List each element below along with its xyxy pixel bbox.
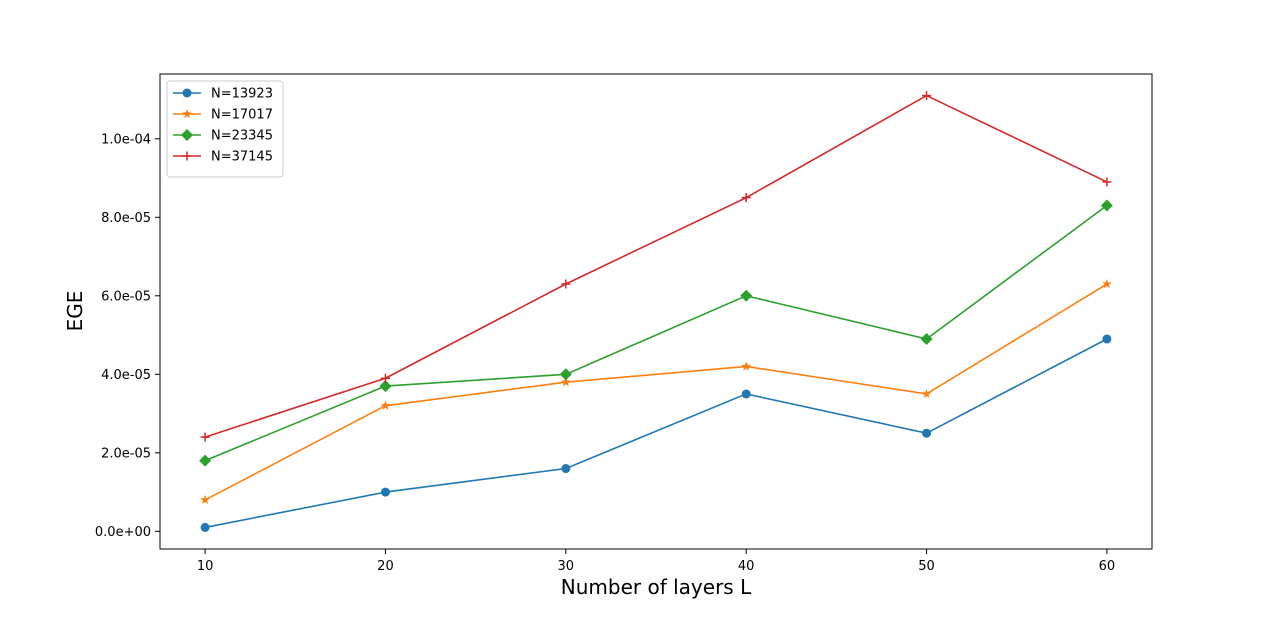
data-point	[200, 432, 210, 442]
legend-label: N=17017	[211, 108, 273, 123]
series-N=37145	[200, 91, 1112, 442]
data-point	[199, 454, 212, 467]
data-point	[1102, 177, 1112, 187]
legend-marker	[182, 151, 192, 161]
data-point	[740, 289, 753, 302]
series-line	[204, 283, 1108, 501]
plot-area	[159, 73, 1153, 550]
data-point	[1100, 199, 1113, 212]
x-tick-label: 30	[558, 559, 575, 574]
series-layer	[199, 91, 1113, 532]
legend-label: N=37145	[211, 150, 273, 165]
data-point	[561, 279, 571, 289]
y-tick-label: 4.0e-05	[101, 368, 151, 383]
legend-box	[166, 80, 284, 178]
legend-item: N=13923	[173, 87, 273, 102]
x-tick-label: 20	[377, 559, 394, 574]
data-point	[561, 377, 571, 387]
legend-marker	[182, 109, 192, 119]
y-tick-label: 0.0e+00	[95, 525, 151, 540]
y-tick-label: 6.0e-05	[101, 289, 151, 304]
series-line	[204, 204, 1108, 462]
data-point	[922, 428, 932, 438]
y-tick-label: 2.0e-05	[101, 446, 151, 461]
data-point	[559, 368, 572, 381]
data-point	[921, 388, 932, 398]
data-point	[741, 193, 751, 203]
legend-label: N=23345	[211, 129, 273, 144]
x-axis: 10 20 30 40 50 60	[197, 549, 1115, 574]
data-point	[380, 400, 391, 410]
data-point	[920, 332, 933, 345]
y-axis: 0.0e+00 2.0e-05 4.0e-05 6.0e-05 8.0e-05 1.0e-…	[95, 132, 160, 540]
series-N=13923	[200, 334, 1112, 532]
series-line	[204, 338, 1108, 529]
data-point	[380, 373, 390, 383]
x-tick-label: 50	[918, 559, 935, 574]
data-point	[380, 487, 390, 497]
legend-item: N=37145	[173, 150, 273, 165]
data-point	[200, 494, 210, 504]
series-N=17017	[200, 279, 1112, 504]
series-N=23345	[199, 199, 1113, 467]
data-point	[741, 389, 751, 399]
data-point	[200, 522, 210, 532]
data-point	[1102, 279, 1112, 289]
series-line	[204, 94, 1108, 438]
legend: N=13923 N=17017 N=23345 N=37145	[166, 80, 284, 178]
legend-marker	[181, 129, 193, 141]
data-point	[379, 380, 392, 393]
data-point	[922, 91, 932, 101]
data-point	[561, 464, 571, 474]
x-axis-label: Number of layers L	[561, 575, 752, 599]
data-point	[1102, 334, 1112, 344]
y-tick-label: 8.0e-05	[101, 211, 151, 226]
legend-marker	[182, 88, 192, 98]
legend-item: N=23345	[173, 129, 273, 144]
legend-label: N=13923	[211, 87, 273, 102]
x-tick-label: 60	[1099, 559, 1116, 574]
data-point	[741, 361, 751, 371]
x-tick-label: 10	[197, 559, 214, 574]
y-tick-label: 1.0e-04	[101, 132, 151, 147]
x-tick-label: 40	[738, 559, 755, 574]
y-axis-label: EGE	[63, 291, 87, 332]
legend-item: N=17017	[173, 108, 273, 123]
